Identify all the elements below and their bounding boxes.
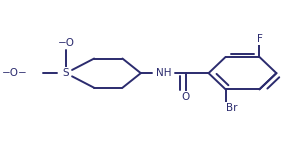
Text: Br: Br (225, 103, 237, 113)
Text: NH: NH (156, 68, 171, 78)
Text: −O: −O (57, 38, 74, 48)
Text: −O−: −O− (2, 68, 28, 78)
Text: F: F (257, 34, 263, 43)
Text: S: S (62, 68, 69, 78)
Text: O: O (182, 92, 190, 102)
